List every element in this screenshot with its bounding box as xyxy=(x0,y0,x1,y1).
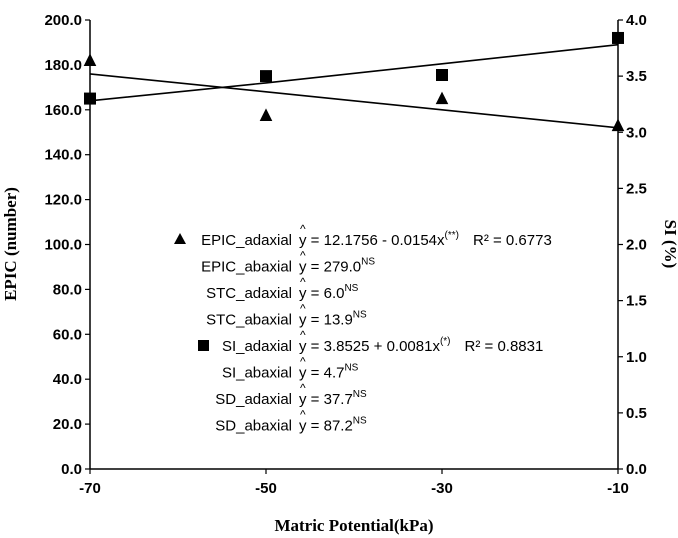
annotation-equation: y = 12.1756 - 0.0154x(**) R² = 0.6773 xyxy=(299,230,552,249)
left-y-tick-label: 60.0 xyxy=(53,326,82,343)
right-y-tick-label: 0.5 xyxy=(626,405,647,422)
annotation-equation: y = 37.7NS xyxy=(299,389,367,408)
left-y-tick-label: 120.0 xyxy=(44,192,82,209)
annotation-hat-symbol: ^ xyxy=(300,328,306,342)
x-tick-label: -10 xyxy=(607,480,629,497)
annotation-hat-symbol: ^ xyxy=(300,275,306,289)
annotation-hat-symbol: ^ xyxy=(300,302,306,316)
si-adaxial-point xyxy=(84,92,96,105)
annotation-equation: y = 6.0NS xyxy=(299,283,359,302)
annotation-series-name: STC_abaxial xyxy=(206,312,292,329)
epic-adaxial-point xyxy=(435,91,449,105)
annotation-series-name: SI_adaxial xyxy=(222,338,292,355)
x-axis-title: Matric Potential(kPa) xyxy=(274,516,433,535)
right-y-tick-label: 1.0 xyxy=(626,349,647,366)
annotation-series-name: SD_abaxial xyxy=(215,418,292,435)
annotation-equation: y = 13.9NS xyxy=(299,310,367,329)
x-tick-label: -70 xyxy=(79,480,101,497)
annotation-hat-symbol: ^ xyxy=(300,355,306,369)
annotation-series-name: SI_abaxial xyxy=(222,365,292,382)
x-tick-label: -30 xyxy=(431,480,453,497)
right-y-tick-label: 2.0 xyxy=(626,237,647,254)
si-adaxial-trend-line xyxy=(89,43,619,102)
annotation-series-name: EPIC_abaxial xyxy=(201,259,292,276)
annotation-series-name: EPIC_adaxial xyxy=(201,232,292,249)
annotation-series-name: SD_adaxial xyxy=(215,391,292,408)
annotation-equation: y = 4.7NS xyxy=(299,363,359,382)
epic-adaxial-point xyxy=(83,53,97,67)
left-y-tick-label: 180.0 xyxy=(44,57,82,74)
annotation-hat-symbol: ^ xyxy=(300,408,306,422)
left-y-tick-label: 20.0 xyxy=(53,416,82,433)
left-y-axis-title: EPIC (number) xyxy=(1,187,20,301)
annotation-square-marker xyxy=(198,340,209,351)
left-y-tick-label: 80.0 xyxy=(53,281,82,298)
annotation-equation: y = 279.0NS xyxy=(299,257,375,276)
annotation-equation: y = 87.2NS xyxy=(299,416,367,435)
annotation-series-name: STC_adaxial xyxy=(206,285,292,302)
si-adaxial-point xyxy=(436,69,448,82)
right-y-tick-label: 0.0 xyxy=(626,461,647,478)
si-adaxial-point xyxy=(612,31,624,44)
si-adaxial-point xyxy=(260,70,272,83)
epic-adaxial-point xyxy=(259,108,273,122)
trend-lines xyxy=(89,43,619,129)
right-y-axis-ticks: 0.0 0.5 1.0 1.5 2.0 2.5 3.0 3.5 4.0 xyxy=(618,12,647,478)
x-tick-label: -50 xyxy=(255,480,277,497)
left-y-tick-label: 200.0 xyxy=(44,12,82,29)
right-y-tick-label: 2.5 xyxy=(626,180,647,197)
regression-annotations: EPIC_adaxial^y = 12.1756 - 0.0154x(**) R²… xyxy=(174,222,552,435)
annotation-equation: y = 3.8525 + 0.0081x(*) R² = 0.8831 xyxy=(299,336,543,355)
right-y-axis-title: SI (%) xyxy=(661,220,678,269)
annotation-hat-symbol: ^ xyxy=(300,222,306,236)
epic-adaxial-trend-line xyxy=(89,73,619,129)
left-y-axis-ticks: 0.0 20.0 40.0 60.0 80.0 100.0 120.0 140.0 160.0 1… xyxy=(44,12,90,478)
right-y-tick-label: 3.0 xyxy=(626,124,647,141)
right-y-tick-label: 1.5 xyxy=(626,293,647,310)
right-y-tick-label: 4.0 xyxy=(626,12,647,29)
left-y-tick-label: 140.0 xyxy=(44,147,82,164)
annotation-hat-symbol: ^ xyxy=(300,249,306,263)
data-points xyxy=(83,31,625,132)
left-y-tick-label: 160.0 xyxy=(44,102,82,119)
annotation-hat-symbol: ^ xyxy=(300,381,306,395)
x-axis-ticks: -70 -50 -30 -10 xyxy=(79,469,629,497)
left-y-tick-label: 100.0 xyxy=(44,237,82,254)
epic-adaxial-point xyxy=(611,118,625,132)
left-y-tick-label: 40.0 xyxy=(53,371,82,388)
annotation-triangle-marker xyxy=(174,233,186,244)
left-y-tick-label: 0.0 xyxy=(61,461,82,478)
right-y-tick-label: 3.5 xyxy=(626,68,647,85)
